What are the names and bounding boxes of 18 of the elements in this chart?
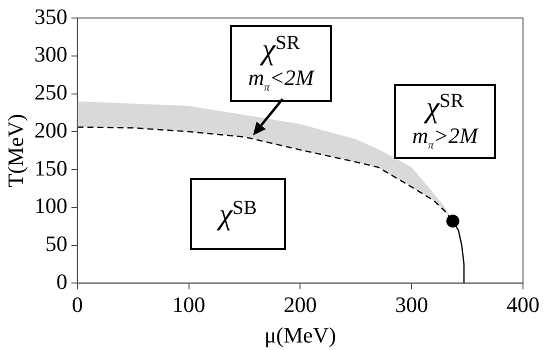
y-axis-title: T(MeV)	[2, 114, 28, 188]
annotation: χ$^{SB}$	[216, 196, 258, 231]
x-tick-label: 0	[72, 292, 83, 318]
y-tick-label: 250	[34, 80, 68, 105]
x-tick-label: 200	[284, 292, 317, 318]
y-tick-label: 350	[34, 4, 68, 29]
y-tick-label: 100	[34, 193, 68, 218]
x-tick-label: 300	[395, 292, 428, 318]
annotation: χ$^{SR}$ m$_{π}$>2M	[411, 90, 480, 152]
annotation: χ$^{SR}$ m$_{π}$<2M	[247, 32, 316, 94]
x-axis-title: μ(MeV)	[264, 322, 336, 348]
x-tick-label: 100	[172, 292, 206, 318]
y-tick-label: 150	[34, 155, 68, 180]
x-tick-label: 400	[506, 292, 540, 318]
y-tick-label: 200	[34, 117, 68, 142]
y-tick-label: 0	[56, 268, 68, 294]
y-tick-label: 300	[34, 42, 68, 67]
y-tick-label: 50	[45, 231, 68, 256]
